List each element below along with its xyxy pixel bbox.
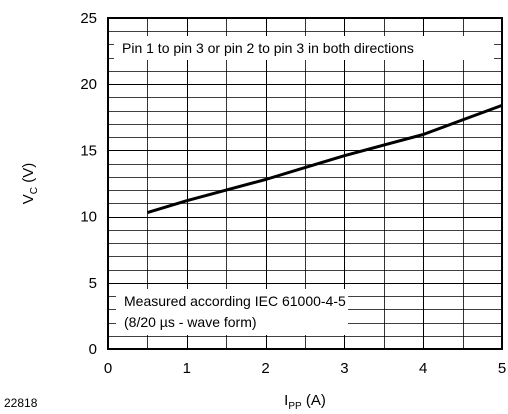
x-tick-label: 3 [340, 360, 348, 377]
y-axis-label: VC (V) [20, 163, 40, 204]
x-tick-label: 1 [183, 360, 191, 377]
x-axis-label-subscript: PP [288, 401, 302, 412]
y-tick-labels: 0 5 10 15 20 25 [80, 10, 97, 358]
x-axis-label-unit: (A) [302, 392, 326, 409]
y-tick-label: 0 [89, 341, 97, 358]
x-axis-label-main: I [284, 392, 288, 409]
y-tick-label: 5 [89, 275, 97, 292]
y-axis-label-unit: (V) [20, 163, 37, 187]
plot-frame [107, 17, 503, 350]
y-axis-label-main: V [20, 194, 37, 204]
annotation-bottom-background [116, 289, 348, 335]
x-tick-labels: 0 1 2 3 4 5 [104, 360, 506, 377]
x-tick-label: 5 [498, 360, 506, 377]
y-tick-label: 25 [80, 10, 97, 27]
x-tick-label: 2 [261, 360, 269, 377]
x-tick-label: 4 [419, 360, 427, 377]
y-tick-label: 20 [80, 76, 97, 93]
figure-id: 22818 [4, 396, 38, 410]
series-line [146, 103, 503, 215]
x-axis-label: IPP (A) [284, 392, 326, 412]
x-tick-label: 0 [104, 360, 112, 377]
annotation-bottom-line-1: Measured according IEC 61000-4-5 [124, 293, 346, 309]
annotation-top: Pin 1 to pin 3 or pin 2 to pin 3 in both… [122, 40, 414, 56]
annotation-bottom-line-2: (8/20 µs - wave form) [124, 314, 257, 330]
y-tick-label: 10 [80, 209, 97, 226]
annotation-top-background [114, 36, 494, 60]
y-axis-label-subscript: C [29, 187, 40, 194]
y-tick-label: 15 [80, 142, 97, 159]
